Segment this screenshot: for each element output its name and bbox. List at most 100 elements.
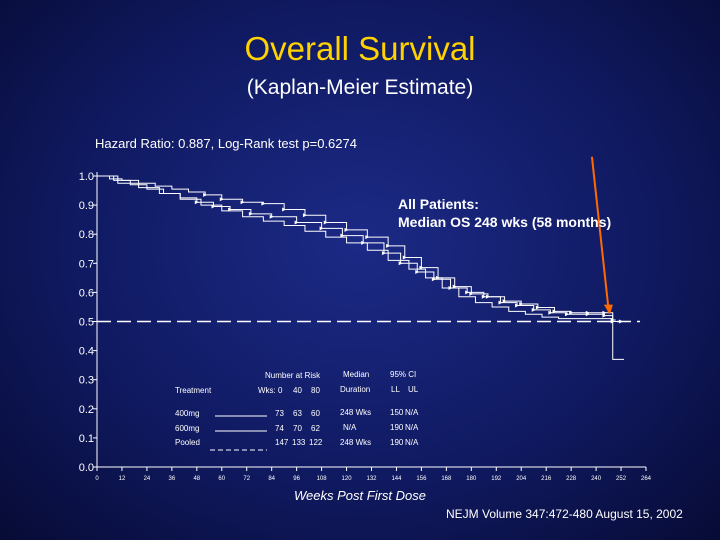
x-tick-label: 228 [566,476,577,482]
row-ll: 150 [390,408,404,417]
row-value: 62 [311,424,320,433]
x-tick-label: 144 [391,476,402,482]
row-value: 147 [275,438,289,447]
censor-marker [344,227,349,232]
row-ul: N/A [405,408,419,417]
ll-label: LL [391,385,400,394]
row-median: 248 Wks [340,438,372,447]
y-tick-label: 0.8 [79,229,94,241]
censor-marker [465,290,470,295]
x-tick-label: 48 [193,476,200,482]
censor-marker [261,201,266,206]
chart-title: Overall Survival [244,30,476,67]
annotation-arrow-head [603,304,613,315]
y-tick-label: 0.5 [79,317,94,329]
censor-marker [219,197,224,202]
hazard-ratio-text: Hazard Ratio: 0.887, Log-Rank test p=0.6… [95,136,357,151]
x-tick-label: 24 [144,476,151,482]
row-median: 248 Wks [340,408,372,417]
median-label: Median [343,370,370,379]
ci-label: 95% CI [390,370,417,379]
x-tick-label: 240 [591,476,602,482]
censor-marker [269,214,274,219]
x-tick-label: 72 [243,476,250,482]
treatment-label: Treatment [175,386,212,395]
row-name: 600mg [175,424,200,433]
censor-marker [602,313,607,318]
x-tick-label: 216 [541,476,552,482]
censor-marker [535,305,540,310]
row-value: 70 [293,424,302,433]
row-value: 63 [293,409,302,418]
row-name: Pooled [175,438,200,447]
wks-80-label: 80 [311,386,320,395]
censor-marker [515,303,520,308]
censor-marker [365,235,370,240]
censor-marker [398,261,403,266]
x-tick-label: 84 [268,476,275,482]
x-tick-label: 36 [169,476,176,482]
row-name: 400mg [175,409,200,418]
annotation-arrow-line [590,156,610,313]
y-tick-label: 0.0 [79,462,94,474]
x-tick-label: 204 [516,476,527,482]
wks-label: Wks: 0 [258,386,283,395]
x-tick-label: 0 [95,476,99,482]
censor-marker [619,319,624,324]
annotation-line-1: All Patients: [398,196,479,212]
row-ll: 190 [390,438,404,447]
x-tick-label: 60 [218,476,225,482]
x-tick-label: 180 [466,476,477,482]
ul-label: UL [408,385,419,394]
row-value: 122 [309,438,323,447]
censor-marker [294,220,299,225]
x-tick-label: 156 [416,476,427,482]
wks-40-label: 40 [293,386,302,395]
y-tick-label: 0.2 [79,404,94,416]
x-tick-label: 96 [293,476,300,482]
duration-label: Duration [340,385,371,394]
censor-marker [498,300,503,305]
y-tick-label: 0.3 [79,375,94,387]
row-value: 60 [311,409,320,418]
x-tick-label: 264 [641,476,652,482]
row-value: 73 [275,409,284,418]
censor-marker [585,312,590,317]
censor-marker [415,270,420,275]
y-tick-label: 0.7 [79,258,94,270]
censor-marker [381,251,386,256]
x-tick-label: 192 [491,476,502,482]
row-ul: N/A [405,438,419,447]
chart-subtitle: (Kaplan-Meier Estimate) [246,76,474,99]
row-ul: N/A [405,423,419,432]
row-median: N/A [343,423,357,432]
censor-marker [302,213,307,218]
censor-marker [248,211,253,216]
censor-marker [402,255,407,260]
citation: NEJM Volume 347:472-480 August 15, 2002 [446,507,683,521]
annotation-line-2: Median OS 248 wks (58 months) [398,214,612,230]
y-tick-label: 0.4 [79,346,94,358]
y-tick-label: 0.9 [79,200,94,212]
row-value: 133 [292,438,306,447]
x-tick-label: 252 [616,476,627,482]
x-axis-title: Weeks Post First Dose [294,488,426,503]
censor-marker [319,226,324,231]
survival-curve-3 [97,175,625,360]
row-ll: 190 [390,423,404,432]
censor-marker [194,200,199,205]
x-tick-label: 108 [317,476,328,482]
censor-marker [240,200,245,205]
number-at-risk-label: Number at Risk [265,371,321,380]
censor-marker [282,207,287,212]
censor-marker [531,307,536,312]
censor-marker [548,310,553,315]
censor-marker [386,243,391,248]
row-value: 74 [275,424,284,433]
censor-marker [481,294,486,299]
censor-marker [203,192,208,197]
y-tick-label: 1.0 [79,171,94,183]
y-tick-label: 0.1 [79,433,94,445]
x-tick-label: 168 [441,476,452,482]
